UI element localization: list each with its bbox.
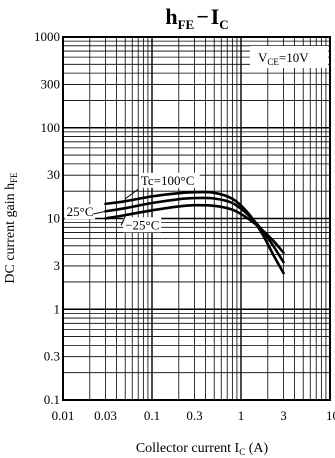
x-tick-label: 0.3	[186, 408, 202, 423]
x-axis-label-suffix: (A)	[245, 441, 268, 456]
x-tick-label: 0.01	[52, 408, 75, 423]
y-axis-label: DC current gain hFE	[3, 172, 19, 284]
plot-frame	[62, 36, 331, 401]
x-tick-label: 3	[280, 408, 287, 423]
condition-label: VCE=10V	[258, 50, 309, 67]
y-tick-labels: 0.1 0.3 1 3 10 30 100 300 1000	[34, 29, 60, 407]
y-tick-label: 3	[54, 258, 61, 273]
x-tick-label: 0.1	[144, 408, 160, 423]
title-main: h	[165, 4, 177, 29]
y-tick-label: 30	[47, 167, 60, 182]
condition-suffix: =10V	[279, 50, 309, 65]
curve-label-background	[123, 217, 162, 233]
title-second: I	[211, 4, 220, 29]
y-tick-label: 100	[41, 120, 61, 135]
condition-prefix: V	[258, 50, 268, 65]
x-tick-label: 1	[238, 408, 245, 423]
y-tick-label: 1000	[34, 29, 60, 44]
x-tick-label: 10	[326, 408, 335, 423]
y-tick-label: 10	[47, 211, 60, 226]
x-axis-label: Collector current IC (A)	[136, 441, 269, 457]
y-tick-label: 1	[54, 301, 61, 316]
condition-label-box	[250, 46, 328, 68]
title-dash: −	[196, 4, 209, 29]
x-tick-labels: 0.01 0.03 0.1 0.3 1 3 10	[52, 408, 335, 423]
curve-label-leader	[120, 216, 126, 226]
curve-label-background	[138, 172, 200, 188]
curve-minus-25c	[104, 203, 285, 254]
curve-label: Tc=100°C	[141, 173, 195, 188]
title-main-subscript: FE	[178, 17, 195, 32]
chart-title: hFE−IC	[165, 4, 228, 32]
y-tick-label: 300	[41, 76, 61, 91]
x-axis-label-subscript: C	[239, 447, 245, 457]
gain-curves	[104, 190, 285, 275]
x-tick-label: 0.03	[94, 408, 117, 423]
curve-label-background	[64, 204, 96, 220]
curve-label-leader	[93, 210, 106, 215]
curve-label: 25°C	[67, 204, 94, 219]
y-tick-label: 0.1	[44, 392, 60, 407]
curve-label-leader	[124, 188, 139, 200]
y-axis-label-subscript: FE	[9, 172, 19, 183]
y-tick-label: 0.3	[44, 349, 60, 364]
y-axis-label-main: DC current gain h	[3, 183, 18, 284]
x-axis-label-main: Collector current I	[136, 441, 240, 456]
title-second-subscript: C	[219, 17, 228, 32]
curve-tc-100c	[104, 190, 285, 275]
condition-subscript: CE	[267, 57, 279, 67]
curve-labels: Tc=100°C 25°C −25°C	[64, 172, 200, 233]
curve-label: −25°C	[125, 217, 159, 232]
